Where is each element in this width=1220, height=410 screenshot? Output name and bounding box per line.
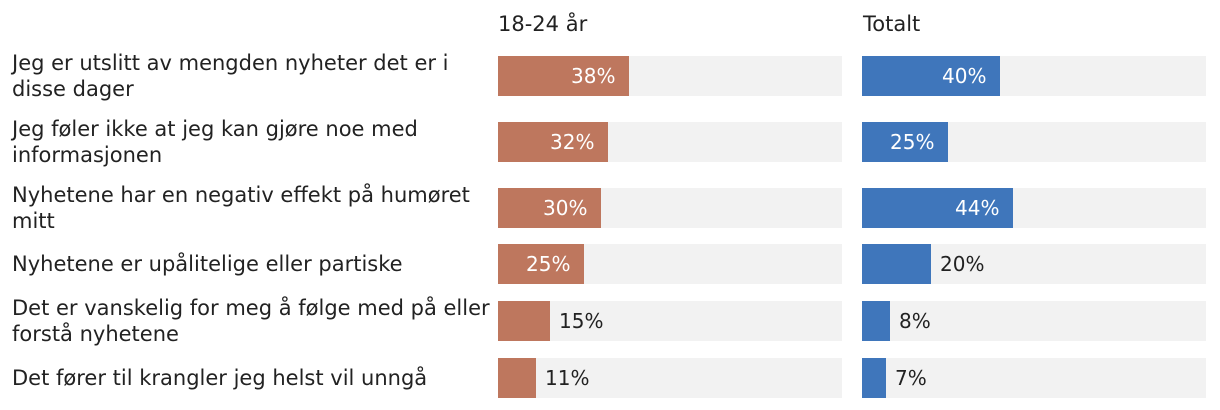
data-label: 44% <box>955 196 1000 220</box>
bar <box>862 56 1000 96</box>
bar <box>862 188 1013 228</box>
bar <box>862 358 886 398</box>
category-label: Det er vanskelig for meg å følge med på … <box>12 296 490 346</box>
category-label: Nyhetene er upålitelige eller partiske <box>12 252 403 276</box>
data-label: 30% <box>543 196 588 220</box>
category-label: Jeg er utslitt av mengden nyheter det er… <box>12 51 449 101</box>
bar <box>498 358 536 398</box>
bar <box>498 244 584 284</box>
category-label: Det fører til krangler jeg helst vil unn… <box>12 366 428 390</box>
category-label: Nyhetene har en negativ effekt på humøre… <box>12 183 470 233</box>
bar <box>862 301 890 341</box>
data-label: 32% <box>550 130 595 154</box>
bar-track <box>862 358 1206 398</box>
bar-track <box>498 301 842 341</box>
bar-track <box>498 358 842 398</box>
data-label: 15% <box>559 309 604 333</box>
data-label: 38% <box>571 64 616 88</box>
panel-header-totalt: Totalt <box>863 12 921 36</box>
bar <box>498 301 550 341</box>
data-label: 25% <box>890 130 935 154</box>
data-label: 8% <box>899 309 931 333</box>
data-label: 7% <box>895 366 927 390</box>
data-label: 40% <box>942 64 987 88</box>
bar <box>862 244 931 284</box>
data-label: 25% <box>526 252 571 276</box>
category-label: Jeg føler ikke at jeg kan gjøre noe med … <box>12 117 418 167</box>
data-label: 11% <box>545 366 590 390</box>
bar <box>862 122 948 162</box>
bar-track <box>862 301 1206 341</box>
bar <box>498 56 629 96</box>
panel-header-18-24: 18-24 år <box>498 12 588 36</box>
bar <box>498 188 601 228</box>
bar <box>498 122 608 162</box>
data-label: 20% <box>940 252 985 276</box>
